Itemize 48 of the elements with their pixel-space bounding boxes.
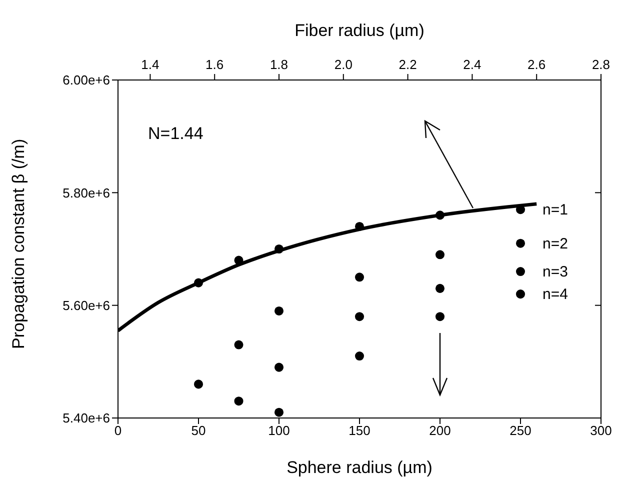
x2-axis-title: Fiber radius (µm) xyxy=(294,21,424,40)
x-tick-label: 150 xyxy=(348,423,370,438)
point xyxy=(435,312,445,322)
x2-tick-label: 1.8 xyxy=(270,57,288,72)
y-tick-label: 5.80e+6 xyxy=(62,185,110,200)
y-tick-label: 5.40e+6 xyxy=(62,410,110,426)
x-tick-label: 100 xyxy=(268,423,290,438)
y-axis-title: Propagation constant β (/m) xyxy=(9,138,28,349)
point xyxy=(234,340,244,350)
x2-tick-label: 2.4 xyxy=(463,57,482,72)
x2-tick-label: 2.8 xyxy=(592,57,610,72)
point xyxy=(354,312,364,322)
x2-tick-label: 1.6 xyxy=(206,57,224,72)
point xyxy=(274,306,284,316)
point xyxy=(194,380,204,389)
x-tick-label: 250 xyxy=(510,423,532,438)
point xyxy=(435,210,445,220)
x2-tick-label: 2.0 xyxy=(334,57,352,72)
point xyxy=(354,272,364,282)
y-tick-label: 6.00e+6 xyxy=(62,72,110,88)
point xyxy=(435,284,445,293)
x-axis-title: Sphere radius (µm) xyxy=(286,458,432,477)
x-tick-label: 300 xyxy=(590,423,612,438)
point xyxy=(354,352,364,361)
point xyxy=(516,238,526,248)
point xyxy=(435,250,445,260)
x2-tick-label: 2.6 xyxy=(528,57,546,72)
point xyxy=(274,408,284,417)
series-label: n=1 xyxy=(542,202,568,219)
point xyxy=(234,396,244,406)
point xyxy=(274,362,284,372)
x2-tick-label: 1.4 xyxy=(141,57,160,72)
annotation: N=1.44 xyxy=(148,124,204,144)
x-tick-label: 0 xyxy=(114,423,122,438)
x-tick-label: 50 xyxy=(191,423,206,438)
point xyxy=(516,205,526,214)
series-label: n=2 xyxy=(542,235,568,252)
point xyxy=(516,267,526,276)
series-label: n=3 xyxy=(542,264,568,281)
point xyxy=(234,256,244,265)
point xyxy=(194,278,204,288)
x-tick-label: 200 xyxy=(429,423,451,438)
point xyxy=(516,290,526,299)
series-label: n=4 xyxy=(542,286,568,304)
y-tick-label: 5.60e+6 xyxy=(62,298,110,313)
x2-tick-label: 2.2 xyxy=(398,57,417,72)
point xyxy=(354,222,364,231)
point xyxy=(274,244,284,254)
